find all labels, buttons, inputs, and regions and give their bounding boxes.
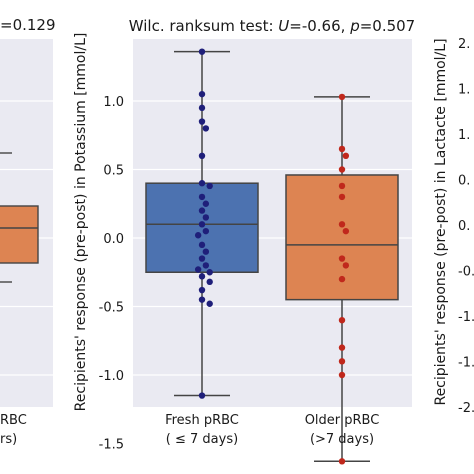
y-tick-label: -1.5 xyxy=(99,438,124,453)
right-y-tick-label: 2. xyxy=(458,37,470,52)
data-point xyxy=(338,317,346,324)
data-point xyxy=(338,166,346,173)
y-axis-label: Recipients' response (pre-post) in Potas… xyxy=(73,33,89,412)
right-y-tick-label: 0. xyxy=(458,174,470,189)
left-xtick-line1: RBC xyxy=(0,413,27,428)
data-point xyxy=(202,227,210,235)
data-point xyxy=(202,214,210,221)
data-point xyxy=(206,182,213,190)
data-point xyxy=(198,296,206,303)
right-y-tick-label: 1. xyxy=(458,128,470,143)
title-u-symbol: U xyxy=(278,17,289,35)
data-point xyxy=(206,300,213,307)
data-point xyxy=(198,90,206,98)
left-title-fragment: =0.129 xyxy=(0,16,56,34)
data-point xyxy=(198,241,206,249)
data-point xyxy=(342,262,350,269)
data-point xyxy=(198,48,206,55)
data-point xyxy=(198,118,206,125)
left-panel: =0.129 RBC rs) xyxy=(0,16,56,447)
x-tick-fresh-line1: Fresh pRBC xyxy=(165,413,239,428)
data-point xyxy=(194,266,202,273)
title-p-symbol: p xyxy=(349,17,360,35)
swarm-points xyxy=(194,48,350,465)
data-point xyxy=(338,182,346,190)
right-y-tick-label: -1. xyxy=(458,310,474,325)
data-point xyxy=(198,255,206,262)
data-point xyxy=(338,145,346,153)
y-tick-label: -0.5 xyxy=(99,301,124,316)
lactate-panel: Recipients' response (pre-post) in Lacta… xyxy=(433,37,474,416)
data-point xyxy=(206,269,213,276)
data-point xyxy=(198,221,206,228)
data-point xyxy=(206,278,213,286)
x-tick-older-line2: (>7 days) xyxy=(310,432,374,447)
data-point xyxy=(198,193,206,201)
potassium-panel: -1.5 -1.0 -0.5 0.0 0.5 1.0 Wilc. ranksum test… xyxy=(73,17,415,465)
title-p-value: =0.507 xyxy=(360,17,416,35)
data-point xyxy=(338,458,346,465)
data-point xyxy=(198,104,206,112)
data-point xyxy=(342,227,350,235)
data-point xyxy=(338,255,346,262)
y-tick-label: 1.0 xyxy=(103,95,124,110)
data-point xyxy=(202,125,210,132)
data-point xyxy=(194,232,202,239)
left-xtick-line2: rs) xyxy=(0,432,17,447)
right-y-tick-label: -0. xyxy=(458,265,474,280)
y-tick-label: 0.5 xyxy=(103,164,124,179)
data-point xyxy=(198,152,206,159)
data-point xyxy=(338,371,346,379)
data-point xyxy=(198,392,206,399)
data-point xyxy=(198,273,206,280)
right-y-axis-label: Recipients' response (pre-post) in Lacta… xyxy=(433,38,449,405)
data-point xyxy=(198,286,206,294)
data-point xyxy=(338,221,346,228)
data-point xyxy=(202,200,210,207)
y-tick-labels: -1.5 -1.0 -0.5 0.0 0.5 1.0 xyxy=(99,95,124,453)
title-u-value: =-0.66, xyxy=(289,17,350,35)
data-point xyxy=(338,93,346,101)
data-point xyxy=(338,275,346,283)
right-y-tick-labels: 2. 1. 1. 0. 0. -0. -1. -1. -2. xyxy=(458,37,474,416)
y-tick-label: 0.0 xyxy=(103,232,124,247)
data-point xyxy=(198,207,206,214)
data-point xyxy=(342,152,350,159)
chart-title: Wilc. ranksum test: U=-0.66, p=0.507 xyxy=(129,17,415,35)
right-y-tick-label: -2. xyxy=(458,401,474,416)
title-prefix: Wilc. ranksum test: xyxy=(129,17,279,35)
data-point xyxy=(198,180,206,187)
data-point xyxy=(338,358,346,365)
data-point xyxy=(338,193,346,201)
right-y-tick-label: 0. xyxy=(458,219,470,234)
y-tick-label: -1.0 xyxy=(99,369,124,384)
right-y-tick-label: 1. xyxy=(458,83,470,98)
right-y-tick-label: -1. xyxy=(458,356,474,371)
data-point xyxy=(202,262,210,269)
left-box xyxy=(0,205,39,264)
data-point xyxy=(202,248,210,255)
x-tick-fresh-line2: ( ≤ 7 days) xyxy=(166,432,238,447)
data-point xyxy=(338,344,346,351)
x-tick-older-line1: Older pRBC xyxy=(305,413,380,428)
